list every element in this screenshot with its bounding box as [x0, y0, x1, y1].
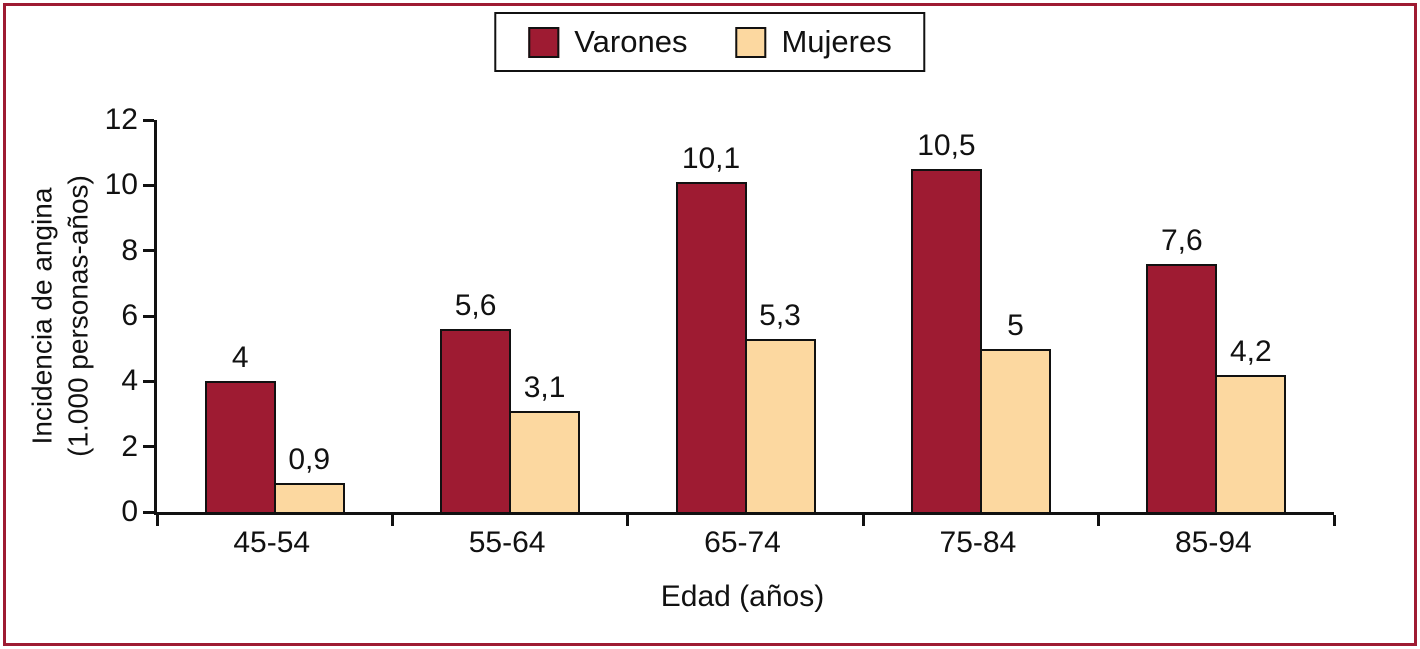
bar-mujeres-45-54	[273, 482, 345, 512]
bar-wrap: 0,9	[273, 120, 345, 512]
bar-wrap: 10,5	[910, 120, 982, 512]
x-tick-mark	[1332, 515, 1336, 526]
chart-frame: Varones Mujeres Incidencia de angina (1.…	[3, 3, 1417, 646]
category-labels: 45-54 55-64 65-74 75-84 85-94	[154, 526, 1331, 560]
bar-group-45-54: 4 0,9	[157, 120, 392, 512]
bar-groups: 4 0,9 5,6 3,1 10,1 5,3 10,5 5 7,6 4,2	[157, 120, 1334, 512]
x-tick-mark	[861, 515, 865, 526]
x-category-label: 85-94	[1174, 526, 1252, 559]
x-category-label: 45-54	[233, 526, 311, 559]
y-tick-label: 0	[121, 495, 138, 528]
bar-value-label: 4	[231, 341, 249, 375]
bar-wrap: 5	[979, 120, 1051, 512]
x-tick-mark	[390, 515, 394, 526]
bar-wrap: 4,2	[1215, 120, 1287, 512]
legend-item-varones: Varones	[528, 24, 687, 60]
x-category-label: 55-64	[468, 526, 546, 559]
x-category-label: 75-84	[939, 526, 1017, 559]
x-tick-mark	[626, 515, 630, 526]
legend-label-mujeres: Mujeres	[781, 24, 892, 59]
y-axis-title: Incidencia de angina (1.000 personas-año…	[26, 175, 94, 457]
y-tick-mark	[143, 379, 154, 383]
bar-mujeres-65-74	[744, 338, 816, 512]
bar-varones-65-74	[675, 182, 747, 512]
y-tick-label: 2	[121, 429, 138, 463]
bar-varones-55-64	[440, 329, 512, 512]
bar-mujeres-75-84	[979, 348, 1051, 512]
y-tick-mark	[143, 445, 154, 449]
y-tick-mark	[143, 249, 154, 253]
bar-value-label: 3,1	[523, 370, 566, 404]
x-tick-mark	[1097, 515, 1101, 526]
legend-item-mujeres: Mujeres	[735, 24, 892, 60]
bar-wrap: 3,1	[509, 120, 581, 512]
bar-mujeres-85-94	[1215, 374, 1287, 512]
bar-varones-75-84	[910, 169, 982, 512]
bar-value-label: 7,6	[1160, 223, 1203, 257]
bar-group-85-94: 7,6 4,2	[1099, 120, 1334, 512]
bar-varones-85-94	[1146, 263, 1218, 512]
bar-group-65-74: 10,1 5,3	[628, 120, 863, 512]
legend-swatch-varones	[528, 26, 560, 58]
bar-value-label: 5,3	[759, 298, 801, 332]
y-tick-mark	[143, 510, 154, 514]
bar-value-label: 4,2	[1229, 334, 1272, 368]
x-axis-title: Edad (años)	[660, 580, 825, 613]
y-tick-label: 12	[104, 103, 138, 136]
bar-group-75-84: 10,5 5	[863, 120, 1098, 512]
bar-value-label: 10,5	[917, 129, 976, 162]
legend-swatch-mujeres	[735, 26, 767, 58]
plot-area: 4 0,9 5,6 3,1 10,1 5,3 10,5 5 7,6 4,2	[143, 118, 1336, 526]
legend-label-varones: Varones	[574, 24, 688, 59]
y-tick-label: 4	[121, 364, 138, 398]
bar-value-label: 5,6	[454, 289, 497, 323]
y-tick-label: 10	[104, 168, 138, 202]
y-tick-label: 6	[121, 299, 138, 332]
legend: Varones Mujeres	[494, 12, 926, 72]
bar-value-label: 5	[1007, 308, 1024, 342]
x-category-label: 65-74	[704, 526, 781, 559]
y-tick-label: 8	[121, 233, 138, 267]
y-tick-mark	[143, 314, 154, 318]
bar-value-label: 0,9	[288, 442, 331, 476]
bar-mujeres-55-64	[509, 410, 581, 512]
bar-wrap: 5,6	[440, 120, 512, 512]
x-tick-mark	[155, 515, 159, 526]
y-tick-mark	[143, 183, 154, 187]
bar-value-label: 10,1	[681, 142, 741, 176]
bar-wrap: 4	[204, 120, 276, 512]
bar-varones-45-54	[204, 381, 276, 512]
y-tick-mark	[143, 118, 154, 122]
bar-wrap: 7,6	[1146, 120, 1218, 512]
bar-wrap: 5,3	[744, 120, 816, 512]
bar-group-55-64: 5,6 3,1	[392, 120, 627, 512]
bar-wrap: 10,1	[675, 120, 747, 512]
y-axis: 0 2 4 6 8 10 12	[90, 105, 138, 527]
